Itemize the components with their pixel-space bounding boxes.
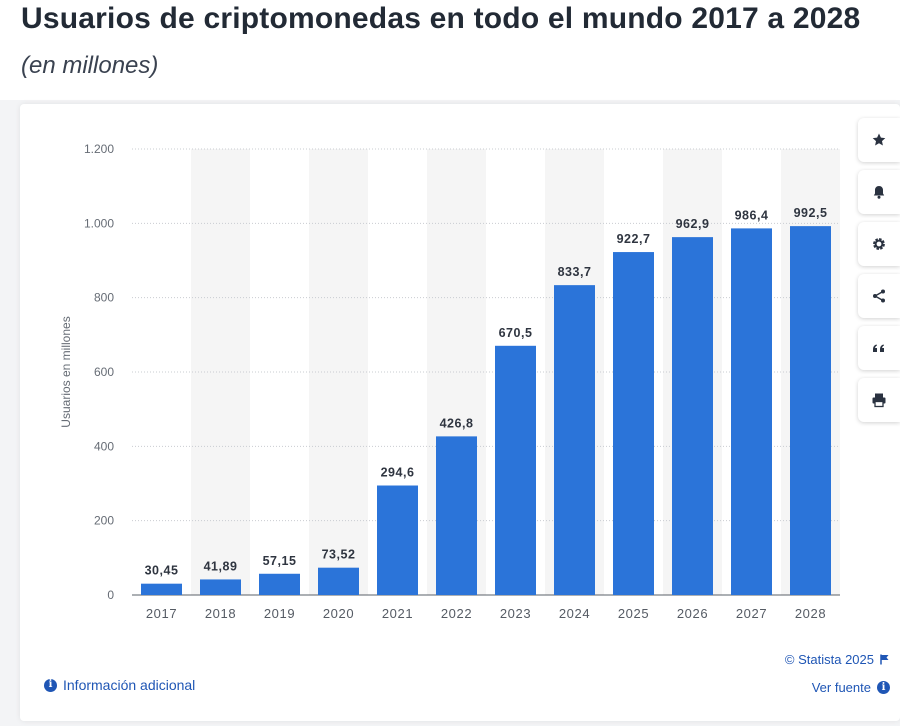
bar — [554, 285, 595, 595]
bar — [731, 228, 772, 595]
bar — [318, 567, 359, 595]
y-tick-label: 200 — [94, 514, 114, 528]
header: Usuarios de criptomonedas en todo el mun… — [0, 0, 900, 100]
x-tick-label: 2023 — [500, 606, 531, 621]
data-label: 30,45 — [145, 564, 179, 578]
bar — [790, 226, 831, 595]
bar — [672, 237, 713, 595]
data-label: 73,52 — [322, 548, 356, 562]
additional-info-label: Información adicional — [63, 677, 196, 693]
bell-icon — [873, 186, 885, 199]
x-tick-label: 2019 — [264, 606, 295, 621]
info-icon: i — [877, 681, 890, 694]
y-tick-label: 0 — [107, 588, 114, 602]
column-band — [191, 149, 250, 595]
flag-icon — [880, 654, 889, 665]
y-tick-label: 800 — [94, 291, 114, 305]
statista-copyright[interactable]: © Statista 2025 — [785, 652, 890, 667]
cite-button[interactable] — [858, 326, 900, 370]
bar — [613, 252, 654, 595]
x-tick-label: 2027 — [736, 606, 767, 621]
view-source-link[interactable]: Ver fuente i — [812, 680, 890, 695]
bar — [259, 573, 300, 595]
x-tick-label: 2026 — [677, 606, 708, 621]
x-tick-label: 2020 — [323, 606, 354, 621]
bar — [200, 579, 241, 595]
settings-button[interactable] — [858, 222, 900, 266]
notify-button[interactable] — [858, 170, 900, 214]
y-tick-label: 1.200 — [84, 142, 114, 156]
data-label: 833,7 — [558, 265, 592, 279]
data-label: 41,89 — [204, 559, 238, 573]
x-tick-label: 2021 — [382, 606, 413, 621]
gear-icon — [873, 238, 885, 250]
view-source-label: Ver fuente — [811, 680, 871, 695]
bar — [436, 436, 477, 595]
data-label: 992,5 — [794, 206, 828, 220]
bar — [141, 583, 182, 595]
x-tick-label: 2025 — [618, 606, 649, 621]
bar-chart: 0 200 400 600 800 1.000 1.200 30,45 2017 41,89 201… — [59, 142, 840, 621]
data-label: 922,7 — [617, 232, 651, 246]
quote-icon — [873, 344, 884, 352]
data-label: 426,8 — [440, 416, 474, 430]
data-label: 986,4 — [735, 208, 769, 222]
x-tick-label: 2022 — [441, 606, 472, 621]
y-tick-label: 1.000 — [84, 216, 114, 230]
chart-card: 0 200 400 600 800 1.000 1.200 30,45 2017 41,89 201… — [20, 104, 900, 721]
x-tick-label: 2018 — [205, 606, 236, 621]
data-label: 57,15 — [263, 554, 297, 568]
data-label: 294,6 — [381, 466, 415, 480]
star-icon — [872, 133, 886, 146]
y-axis-label: Usuarios en millones — [59, 316, 73, 427]
x-tick-label: 2024 — [559, 606, 590, 621]
y-tick-label: 400 — [94, 439, 114, 453]
share-button[interactable] — [858, 274, 900, 318]
print-button[interactable] — [858, 378, 900, 422]
additional-info-link[interactable]: i Información adicional — [44, 677, 195, 693]
page-title: Usuarios de criptomonedas en todo el mun… — [21, 2, 861, 35]
data-label: 670,5 — [499, 326, 533, 340]
favorite-button[interactable] — [858, 118, 900, 162]
copyright-label: © Statista 2025 — [784, 652, 874, 667]
data-label: 962,9 — [676, 217, 710, 231]
bar — [495, 345, 536, 595]
info-icon: i — [44, 678, 57, 692]
x-tick-label: 2028 — [795, 606, 826, 621]
page-subtitle: (en millones) — [21, 52, 159, 79]
chart-toolbar — [858, 118, 900, 430]
bar — [377, 485, 418, 595]
column-band — [309, 149, 368, 595]
y-tick-label: 600 — [94, 365, 114, 379]
x-tick-label: 2017 — [146, 606, 177, 621]
print-icon — [872, 393, 886, 408]
share-icon — [873, 289, 885, 303]
